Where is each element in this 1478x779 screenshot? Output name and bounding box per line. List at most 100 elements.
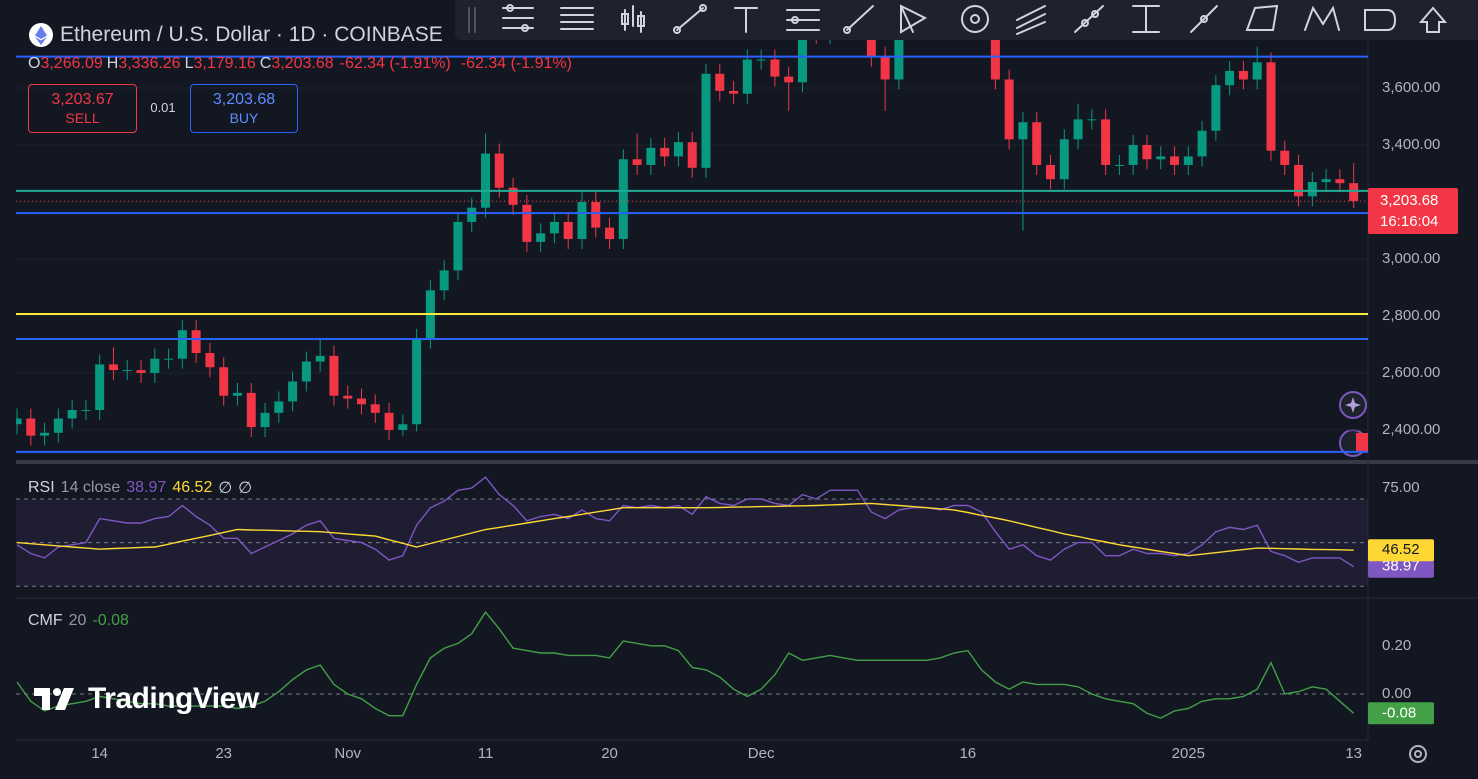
change: -62.34 (-1.91%): [339, 55, 451, 72]
settings-icon[interactable]: [1409, 745, 1427, 763]
candle-body: [1114, 164, 1124, 166]
change: -62.34 (-1.91%): [460, 55, 572, 72]
series-line: [16, 476, 1355, 568]
y-tick-label: 3,000.00: [1382, 250, 1440, 267]
candle-body: [1294, 164, 1304, 197]
indicator-value: -0.08: [92, 612, 129, 629]
tool-glyph: [843, 26, 851, 34]
candle-body: [150, 358, 160, 373]
cmf-legend: CMF 20 -0.08: [28, 612, 129, 630]
tool-icon[interactable]: [1418, 6, 1448, 33]
ohlc-value: 3,203.68: [271, 55, 334, 72]
candle-body: [384, 412, 394, 430]
sell-price: 3,203.67: [51, 90, 114, 108]
candle-body: [1128, 145, 1138, 165]
tool-icon[interactable]: [1016, 5, 1046, 35]
tool-glyph: [1364, 9, 1397, 31]
tool-glyph: [1074, 5, 1104, 33]
tool-icon[interactable]: [621, 5, 645, 33]
tool-glyph: [970, 14, 980, 24]
candle-body: [784, 76, 794, 83]
tool-icon[interactable]: [502, 4, 534, 32]
tool-glyph: [560, 7, 594, 30]
tool-icon[interactable]: [1304, 5, 1340, 31]
indicator-extra: ∅: [238, 480, 253, 497]
candle-body: [40, 432, 50, 436]
candle-body: [301, 361, 311, 382]
ohlc-legend: O 3,266.09 H 3,336.26 L 3,179.16 C 3,203.68 …: [28, 55, 576, 73]
candle-body: [894, 40, 904, 80]
candle-body: [866, 40, 876, 57]
tool-icon[interactable]: [673, 4, 707, 34]
tool-icon[interactable]: [961, 5, 989, 33]
tool-icon[interactable]: [1132, 5, 1160, 33]
candle-body: [522, 204, 532, 242]
tool-icon[interactable]: [843, 5, 874, 34]
candle-body: [1183, 156, 1193, 165]
candle-body: [274, 401, 284, 413]
toolbar-handle: [468, 7, 476, 33]
candle-body: [1266, 62, 1276, 151]
indicator-extra: ∅: [218, 480, 233, 497]
tool-glyph: [1132, 5, 1160, 33]
ai-icon-star: [1345, 397, 1361, 413]
candle-body: [232, 392, 242, 396]
value-badge-label: -0.08: [1382, 704, 1416, 721]
candle-body: [67, 409, 77, 419]
candle-body: [136, 370, 146, 373]
tool-icon[interactable]: [1190, 5, 1218, 33]
candle-body: [605, 227, 615, 240]
tool-glyph: [791, 16, 799, 24]
pane: [16, 610, 1368, 719]
x-tick-label: Dec: [748, 745, 775, 762]
candle-body: [591, 201, 601, 228]
indicator-name: RSI: [28, 479, 55, 496]
series-line: [16, 610, 1355, 719]
tool-icon[interactable]: [734, 7, 758, 33]
tool-icon[interactable]: [1245, 4, 1279, 31]
tool-glyph: [699, 4, 707, 12]
indicator-params: 20: [68, 612, 87, 629]
tool-icon[interactable]: [1364, 9, 1397, 31]
tool-icon[interactable]: [560, 7, 594, 30]
watermark-text: TradingView: [88, 682, 259, 715]
candle-body: [53, 418, 63, 433]
candle-body: [1307, 182, 1317, 197]
candle-body: [1004, 79, 1014, 140]
tool-icon[interactable]: [900, 4, 928, 34]
candle-body: [729, 90, 739, 94]
sell-button[interactable]: 3,203.67 SELL: [28, 84, 137, 133]
tool-glyph: [734, 7, 758, 33]
candle-body: [990, 40, 1000, 80]
drawing-toolbar: [455, 0, 1478, 40]
candle-body: [797, 40, 807, 83]
tool-icon[interactable]: [1074, 5, 1104, 33]
candle-body: [357, 398, 366, 405]
candle-body: [288, 381, 298, 402]
tool-glyph: [676, 7, 704, 31]
x-tick-label: Nov: [334, 745, 361, 762]
buy-button[interactable]: 3,203.68 BUY: [190, 84, 298, 133]
candle-body: [618, 159, 628, 240]
candle-body: [1046, 164, 1055, 180]
candle-body: [494, 153, 504, 188]
tool-glyph: [506, 4, 514, 12]
candle-body: [164, 358, 174, 360]
candle-body: [1073, 119, 1083, 140]
y-tick-label: 2,600.00: [1382, 364, 1440, 381]
tool-icon[interactable]: [786, 9, 820, 31]
y-tick-label: 0.00: [1382, 685, 1411, 702]
buy-price: 3,203.68: [212, 90, 276, 108]
candle-body: [1238, 70, 1248, 80]
candle-body: [1252, 62, 1262, 80]
gear[interactable]: [1409, 745, 1427, 763]
candle-body: [1211, 85, 1221, 131]
logo-part: [34, 688, 50, 710]
candle-body: [549, 221, 559, 234]
ohlc-value: 3,336.26: [118, 55, 181, 72]
candle-body: [81, 409, 91, 411]
indicator-params: 14 close: [60, 479, 121, 496]
